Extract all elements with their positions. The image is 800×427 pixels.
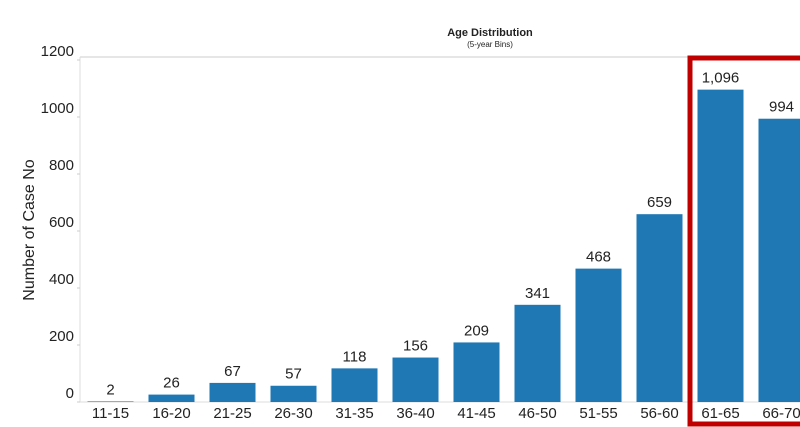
y-tick-label: 800	[49, 157, 74, 174]
bar	[148, 394, 195, 402]
bar	[453, 342, 500, 402]
bar	[87, 401, 134, 402]
highlight-box	[687, 55, 800, 427]
x-tick-label: 31-35	[335, 405, 373, 422]
x-tick-label: 66-70	[762, 405, 800, 422]
bar	[270, 385, 317, 402]
x-tick-label: 51-55	[579, 405, 617, 422]
data-label: 156	[403, 338, 428, 355]
chart-subtitle: (5-year Bins)	[467, 40, 513, 49]
y-tick-label: 1000	[41, 100, 74, 117]
bar	[514, 304, 561, 402]
data-label: 209	[464, 322, 489, 339]
data-label: 2	[106, 381, 114, 398]
data-label: 67	[224, 363, 241, 380]
data-label: 118	[343, 348, 367, 365]
data-label: 26	[163, 375, 180, 392]
bar	[697, 89, 744, 402]
x-tick-label: 36-40	[396, 405, 434, 422]
data-label: 1,096	[702, 70, 740, 87]
x-tick-label: 21-25	[213, 405, 251, 422]
y-tick-label: 200	[49, 328, 74, 345]
data-label: 57	[285, 366, 302, 383]
x-tick-label: 61-65	[701, 405, 739, 422]
x-tick-label: 46-50	[518, 405, 556, 422]
data-label: 659	[647, 194, 672, 211]
x-tick-label: 16-20	[152, 405, 190, 422]
y-tick-label: 600	[49, 214, 74, 231]
x-tick-label: 41-45	[457, 405, 495, 422]
bar	[758, 118, 800, 403]
data-label: 341	[525, 285, 550, 302]
data-label: 468	[586, 249, 611, 266]
chart-title: Age Distribution	[447, 27, 533, 39]
x-tick-label: 11-15	[92, 405, 129, 422]
bar	[392, 357, 439, 402]
bar	[636, 214, 683, 402]
y-tick-label: 400	[49, 271, 74, 288]
x-tick-label: 56-60	[640, 405, 678, 422]
bar	[209, 382, 256, 402]
y-tick-label: 1200	[41, 43, 74, 60]
bar	[331, 368, 378, 402]
data-label: 994	[769, 99, 794, 116]
x-tick-label: 26-30	[274, 405, 312, 422]
y-axis-label: Number of Case No	[21, 159, 38, 300]
bar	[575, 268, 622, 402]
y-tick-label: 0	[66, 385, 74, 402]
